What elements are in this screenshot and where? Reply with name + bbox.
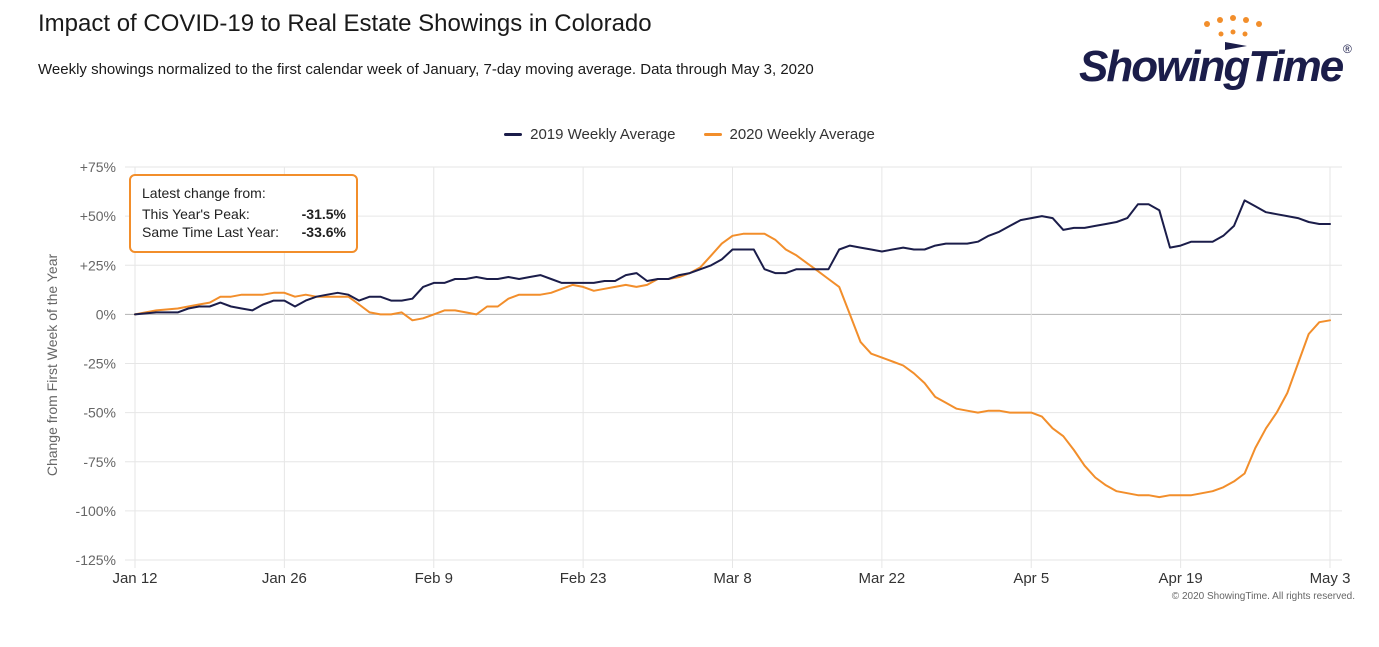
chart-subtitle: Weekly showings normalized to the first … <box>38 61 814 78</box>
last-year-change-row: Same Time Last Year: -33.6% <box>142 223 346 241</box>
logo-wordmark: ShowingTime <box>1079 42 1344 91</box>
y-tick-label: -100% <box>76 503 116 519</box>
y-tick-label: -75% <box>83 454 116 470</box>
chart-series <box>134 199 1331 499</box>
x-tick-label: Feb 9 <box>415 570 453 587</box>
showingtime-logo: ShowingTime ® <box>1075 12 1365 102</box>
chart-title: Impact of COVID-19 to Real Estate Showin… <box>38 10 652 37</box>
latest-change-box: Latest change from: This Year's Peak: -3… <box>129 174 358 253</box>
y-tick-label: 0% <box>96 306 116 322</box>
series-line-2019[interactable] <box>134 199 1331 316</box>
y-tick-label: -50% <box>83 405 116 421</box>
last-year-change-value: -33.6% <box>301 224 346 240</box>
latest-change-heading: Latest change from: <box>142 185 266 201</box>
legend-item-2019[interactable]: 2019 Weekly Average <box>504 126 676 143</box>
y-axis-title: Change from First Week of the Year <box>44 254 60 477</box>
x-tick-label: Jan 12 <box>112 570 157 587</box>
peak-change-row: This Year's Peak: -31.5% <box>142 205 346 223</box>
x-tick-label: Apr 5 <box>1013 570 1049 587</box>
x-axis-ticks: Jan 12 Jan 26 Feb 9 Feb 23 Mar 8 Mar 22 Apr 5 A… <box>112 570 1350 587</box>
series-line-2020[interactable] <box>134 232 1331 499</box>
legend-label-2020: 2020 Weekly Average <box>729 126 875 143</box>
x-tick-label: May 3 <box>1310 570 1351 587</box>
y-tick-label: +75% <box>80 159 116 175</box>
legend-item-2020[interactable]: 2020 Weekly Average <box>703 126 875 143</box>
logo-dots-icon <box>1204 15 1262 50</box>
y-tick-label: -25% <box>83 356 116 372</box>
peak-change-label: This Year's Peak: <box>142 206 250 222</box>
x-tick-label: Apr 19 <box>1159 570 1203 587</box>
peak-change-value: -31.5% <box>301 206 346 222</box>
y-tick-label: +25% <box>80 257 116 273</box>
legend-swatch-2020 <box>703 133 722 136</box>
x-tick-label: Feb 23 <box>560 570 607 587</box>
last-year-change-label: Same Time Last Year: <box>142 224 279 240</box>
logo-registered-mark: ® <box>1343 42 1352 56</box>
legend-label-2019: 2019 Weekly Average <box>530 126 676 143</box>
chart-grid <box>125 166 1342 568</box>
y-tick-label: -125% <box>76 552 116 568</box>
y-axis-ticks: +75% +50% +25% 0% -25% -50% -75% -100% -125% <box>76 159 116 568</box>
x-tick-label: Jan 26 <box>262 570 307 587</box>
x-tick-label: Mar 8 <box>713 570 751 587</box>
x-tick-label: Mar 22 <box>859 570 906 587</box>
y-tick-label: +50% <box>80 208 116 224</box>
chart-legend: 2019 Weekly Average 2020 Weekly Average <box>0 126 1379 143</box>
copyright-credit: © 2020 ShowingTime. All rights reserved. <box>1171 591 1355 602</box>
legend-swatch-2019 <box>504 133 523 136</box>
